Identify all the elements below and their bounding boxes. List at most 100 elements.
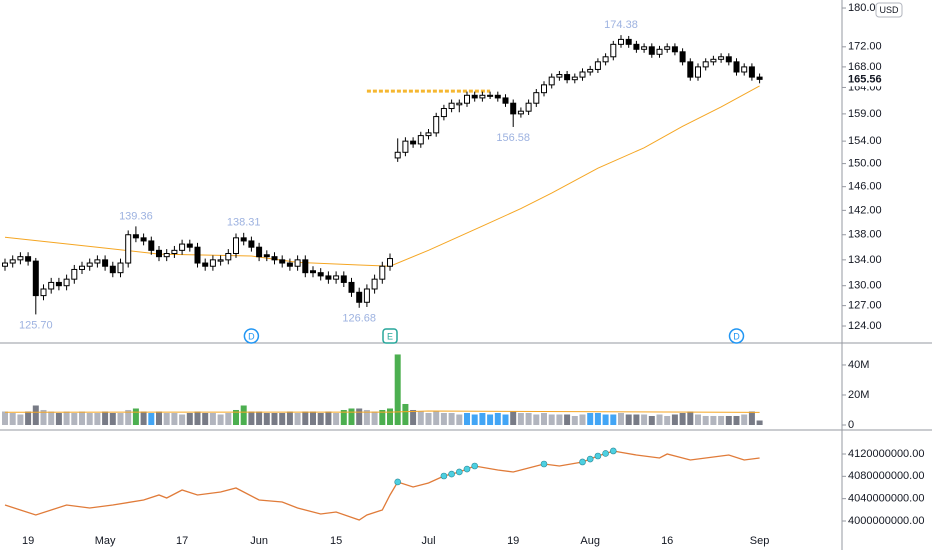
volume-bar — [40, 409, 47, 425]
candle-body — [679, 51, 686, 63]
volume-bar — [471, 414, 478, 425]
volume-bar — [756, 420, 763, 425]
indicator-dot — [579, 458, 586, 466]
volume-bar — [55, 412, 62, 425]
candle-body — [302, 259, 309, 274]
candle-body — [148, 240, 155, 251]
candle-body — [356, 291, 363, 303]
indicator-dot — [455, 468, 463, 476]
y-tick-label: 150.00 — [848, 158, 882, 170]
candle-body — [86, 262, 93, 267]
candle-body — [2, 262, 8, 267]
y-tick-label: 40M — [848, 359, 869, 371]
indicator-dot — [394, 478, 402, 486]
candle-body — [240, 237, 247, 242]
volume-bar — [25, 411, 32, 425]
volume-bar — [132, 408, 139, 425]
volume-bar — [548, 414, 555, 425]
volume-bar — [263, 412, 270, 425]
candle-body — [502, 97, 509, 104]
candle-body — [209, 259, 216, 267]
candle-body — [625, 38, 632, 45]
candle-body — [633, 43, 640, 50]
volume-bar — [48, 411, 55, 425]
volume-bar — [510, 411, 517, 425]
indicator-dot — [602, 450, 609, 457]
y-tick-label: 127.00 — [848, 300, 882, 312]
candle-body — [610, 43, 617, 58]
indicator-dot — [440, 472, 448, 480]
volume-bar — [302, 411, 309, 425]
volume-bar — [163, 412, 170, 425]
y-tick-label: 142.00 — [848, 204, 882, 216]
volume-bar — [602, 414, 609, 425]
volume-bar — [256, 411, 263, 425]
candle-body — [387, 258, 393, 267]
candle-body — [79, 265, 85, 270]
volume-bar — [525, 412, 532, 425]
candle-body — [456, 102, 463, 106]
volume-bar — [725, 415, 732, 425]
event-label: E — [387, 331, 393, 341]
volume-bar — [94, 412, 101, 425]
volume-bar — [356, 408, 363, 425]
candle-body — [548, 76, 555, 86]
y-tick-label: 124.00 — [848, 320, 882, 332]
volume-bar — [225, 412, 232, 425]
candle-body — [132, 234, 139, 239]
volume-bar — [194, 411, 201, 425]
volume-bar — [656, 414, 663, 425]
candle-body — [202, 262, 209, 267]
volume-bar — [702, 415, 709, 425]
currency-label: USD — [879, 5, 899, 15]
candle-body — [140, 237, 147, 242]
volume-bar — [479, 412, 486, 425]
volume-bar — [679, 412, 686, 425]
candle-body — [695, 66, 701, 78]
indicator-dot — [463, 465, 471, 473]
volume-bar — [271, 412, 278, 425]
candle-body — [579, 71, 586, 78]
volume-bar — [594, 412, 601, 425]
candle-body — [479, 94, 486, 99]
volume-bar — [9, 412, 16, 425]
volume-bar — [109, 412, 116, 425]
candle-body — [648, 46, 655, 55]
volume-bar — [618, 412, 624, 425]
volume-bar — [664, 415, 671, 425]
volume-bar — [587, 412, 594, 425]
y-tick-label: 146.00 — [848, 181, 882, 193]
volume-bar — [633, 414, 640, 425]
volume-bar — [279, 412, 286, 425]
volume-bar — [32, 405, 39, 425]
volume-bar — [340, 409, 347, 425]
candle-body — [571, 76, 578, 81]
candle-body — [186, 243, 193, 248]
x-tick-label: 19 — [22, 535, 34, 547]
volume-bar — [541, 412, 547, 425]
indicator-dot — [609, 447, 617, 455]
volume-bar — [695, 414, 701, 425]
x-tick-label: Jul — [421, 535, 435, 547]
candle-body — [433, 116, 440, 134]
volume-bar — [748, 411, 755, 425]
candle-body — [425, 132, 432, 137]
candle-body — [487, 94, 494, 97]
volume-bar — [140, 411, 147, 425]
candle-body — [25, 256, 32, 262]
volume-bar — [310, 411, 316, 425]
candle-body — [687, 61, 694, 78]
volume-bar — [641, 414, 648, 425]
candle-body — [248, 240, 255, 248]
indicator-line — [4, 450, 760, 521]
candle-body — [510, 102, 517, 115]
y-tick-label: 134.00 — [848, 254, 882, 266]
candle-body — [256, 246, 263, 258]
volume-bar — [402, 403, 409, 425]
y-tick-label: 180.00 — [848, 2, 882, 14]
indicator-dot — [594, 452, 602, 460]
indicator-dot — [471, 462, 479, 470]
volume-bar — [410, 409, 417, 425]
candle-body — [117, 262, 124, 274]
volume-bar — [248, 411, 255, 425]
